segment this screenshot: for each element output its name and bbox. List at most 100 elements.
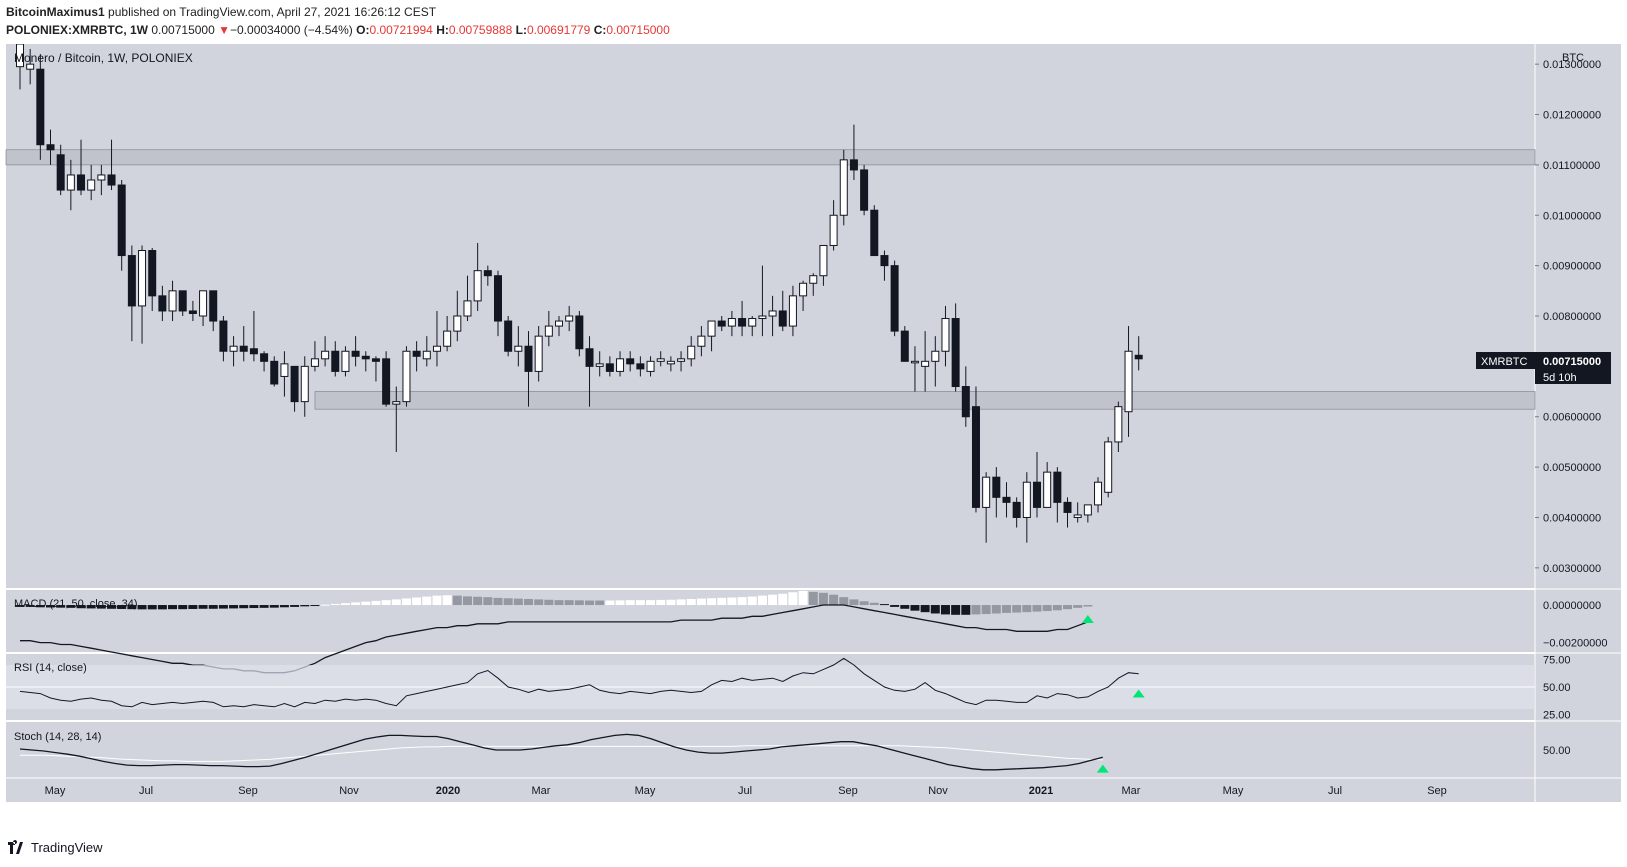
macd-histogram-bar (951, 605, 961, 615)
candle-body (260, 353, 269, 362)
macd-histogram-bar (178, 605, 188, 610)
candle-body (1002, 496, 1011, 503)
candle-body (880, 255, 889, 267)
published-text: published on TradingView.com, April 27, … (108, 5, 437, 19)
macd-histogram-bar (595, 600, 605, 606)
rsi-line (19, 657, 1139, 708)
macd-histogram-bar (585, 600, 595, 606)
candle-body (605, 363, 614, 372)
tradingview-logo-icon (8, 840, 23, 854)
bullish-cross-icon (1096, 764, 1109, 773)
bullish-cross-icon (1132, 689, 1145, 698)
time-tick-label: May (45, 785, 66, 797)
chart-title: Monero / Bitcoin, 1W, POLONIEX (14, 51, 193, 65)
candle-body (687, 345, 696, 360)
down-arrow-icon: ▼ (218, 23, 230, 37)
candle-body (1104, 441, 1113, 493)
macd-histogram-bar (625, 600, 635, 606)
macd-histogram-bar (300, 605, 310, 607)
candle-body (127, 255, 136, 307)
candle-body (453, 315, 462, 332)
price-tick-label: 0.00600000 (1543, 412, 1601, 424)
macd-histogram-bar (717, 597, 727, 606)
author-name[interactable]: BitcoinMaximus1 (6, 5, 105, 19)
candle-body (1083, 504, 1092, 516)
candle-body (727, 318, 736, 327)
macd-histogram-bar (310, 605, 320, 607)
candle-body (117, 184, 126, 257)
time-tick-label: Nov (928, 785, 948, 797)
last-price-symbol: XMRBTC (1481, 356, 1528, 368)
candle-body (707, 320, 716, 337)
candle-body (849, 159, 858, 171)
macd-histogram-bar (829, 594, 839, 606)
candle-body (280, 363, 289, 377)
macd-histogram-bar (991, 605, 1001, 614)
candle-body (1033, 481, 1041, 508)
macd-histogram-bar (747, 596, 757, 606)
macd-histogram-bar (239, 605, 249, 609)
macd-histogram-bar (900, 605, 910, 609)
macd-histogram-bar (798, 590, 808, 606)
candle-body (778, 310, 787, 327)
candle-body (839, 159, 848, 216)
time-axis[interactable] (6, 778, 1535, 802)
macd-histogram-bar (259, 605, 269, 608)
macd-histogram-bar (483, 597, 493, 606)
candle-body (788, 295, 797, 327)
stoch-tick-label: 50.00 (1543, 745, 1571, 757)
candle-body (758, 315, 767, 320)
macd-histogram-bar (778, 593, 788, 606)
price-tick-label: 0.00800000 (1543, 311, 1601, 323)
candle-body (951, 318, 960, 388)
macd-histogram-bar (56, 605, 66, 608)
candle-body (921, 360, 930, 367)
macd-histogram-bar (107, 605, 117, 609)
candle-body (910, 360, 919, 364)
candle-body (300, 365, 309, 403)
candle-body (1073, 514, 1082, 518)
candle-body (321, 350, 330, 360)
price-axis-bg[interactable] (1535, 44, 1621, 802)
candle-body (870, 209, 879, 257)
candle-body (16, 44, 24, 68)
macd-histogram-bar (940, 605, 950, 615)
macd-histogram-bar (605, 600, 615, 606)
candle-body (799, 282, 808, 297)
candle-body (56, 154, 65, 191)
rsi-label: RSI (14, close) (14, 662, 87, 674)
candle-body (97, 174, 106, 181)
candle-body (188, 310, 197, 314)
rsi-tick-label: 50.00 (1543, 682, 1571, 694)
macd-histogram-bar (86, 605, 96, 609)
macd-histogram-bar (1001, 605, 1011, 613)
macd-histogram-bar (859, 601, 869, 606)
candle-body (1012, 501, 1021, 518)
macd-histogram-bar (757, 595, 767, 606)
macd-histogram-bar (849, 599, 859, 606)
tradingview-logo[interactable]: TradingView (8, 840, 103, 855)
last-price-value: 0.00715000 (1543, 356, 1601, 368)
candle-body (432, 345, 441, 352)
macd-histogram-bar (15, 605, 25, 607)
candle-body (341, 350, 350, 372)
candle-body (412, 350, 421, 357)
candle-body (992, 476, 1001, 498)
macd-histogram-bar (137, 605, 147, 610)
macd-histogram-bar (381, 600, 391, 606)
candle-body (829, 214, 838, 246)
macd-histogram-bar (168, 605, 178, 610)
candle-body (575, 315, 584, 350)
candle-body (249, 348, 258, 355)
macd-histogram-bar (676, 599, 686, 606)
open-value: 0.00721994 (369, 23, 433, 37)
time-tick-label: May (635, 785, 656, 797)
macd-histogram-bar (473, 596, 483, 606)
stoch-pane[interactable] (6, 722, 1535, 778)
price-chart[interactable]: 0.00300000 0.00400000 0.00500000 0.00600000… (0, 44, 1627, 840)
rsi-tick-label: 75.00 (1543, 655, 1571, 667)
candle-body (504, 320, 513, 352)
horizontal-zone (5, 149, 1536, 166)
macd-histogram-bar (839, 597, 849, 606)
candle-body (809, 275, 818, 284)
